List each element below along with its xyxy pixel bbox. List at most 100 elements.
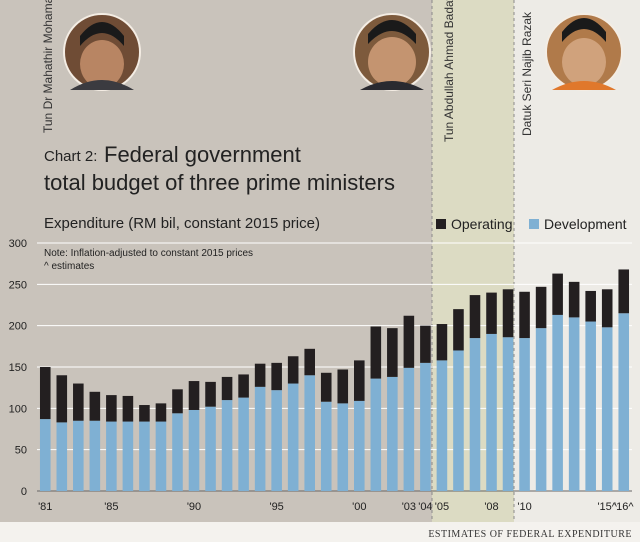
chart-title-line1: Federal government [104, 142, 301, 167]
legend-swatch-operating [436, 219, 446, 229]
bar-development-2013 [568, 317, 580, 491]
bar-development-1994 [254, 386, 266, 491]
y-tick-label: 200 [9, 321, 27, 333]
bar-development-2000 [354, 400, 365, 491]
bar-development-2014 [585, 321, 596, 491]
note-inflation: Note: Inflation-adjusted to constant 201… [44, 248, 253, 259]
bar-development-1988 [155, 421, 167, 491]
bar-development-2015 [601, 327, 613, 491]
bar-operating-2004 [420, 325, 431, 363]
bar-development-1995 [271, 390, 282, 491]
x-tick-label: '08 [484, 501, 498, 513]
bar-operating-1982 [56, 375, 68, 423]
bar-development-2004 [420, 362, 431, 491]
bar-development-1983 [73, 420, 84, 491]
x-tick-label: '81 [38, 501, 52, 513]
bar-operating-2009 [502, 289, 514, 338]
bar-operating-2011 [535, 286, 547, 329]
bar-development-1999 [337, 403, 349, 491]
x-tick-label: '10 [517, 501, 531, 513]
bar-operating-2013 [568, 281, 580, 318]
y-tick-label: 250 [9, 279, 27, 291]
bar-development-1993 [238, 397, 249, 491]
bar-development-1991 [205, 406, 216, 491]
y-tick-label: 150 [9, 362, 27, 374]
bar-development-2006 [453, 350, 464, 491]
bar-development-1986 [122, 421, 134, 491]
x-tick-label: '03 [402, 501, 416, 513]
bar-operating-1985 [106, 395, 117, 422]
bar-operating-1987 [139, 405, 150, 422]
bar-operating-1991 [205, 381, 216, 407]
chart-subtitle: Expenditure (RM bil, constant 2015 price… [44, 215, 320, 232]
bar-development-1998 [320, 401, 332, 491]
bar-development-2009 [502, 337, 514, 491]
minister-name-mahathir: Tun Dr Mahathir Mohamad [41, 0, 55, 133]
bar-operating-2002 [387, 328, 398, 377]
portrait-najib [545, 13, 623, 91]
bar-operating-1983 [73, 383, 84, 421]
x-tick-label: '15^ [597, 501, 617, 513]
chart-label: Chart 2: [44, 148, 97, 165]
bar-development-1996 [287, 383, 299, 491]
portrait-abdullah [353, 13, 431, 91]
bar-operating-2012 [552, 273, 563, 315]
chart-title-line2: total budget of three prime ministers [44, 170, 395, 195]
bar-development-1984 [89, 420, 101, 491]
note-estimates: ^ estimates [44, 261, 94, 272]
bar-operating-2010 [519, 291, 530, 339]
bar-development-1992 [221, 400, 233, 491]
bar-operating-2003 [403, 315, 415, 368]
bar-development-2002 [387, 376, 398, 491]
bar-operating-2007 [469, 295, 481, 339]
source-text: ESTIMATES OF FEDERAL EXPENDITURE [428, 529, 632, 540]
bar-operating-2006 [453, 309, 464, 351]
bar-operating-1990 [188, 381, 200, 410]
y-tick-label: 300 [9, 238, 27, 250]
bar-operating-1986 [122, 395, 134, 422]
bar-operating-2015 [601, 289, 613, 328]
y-tick-label: 0 [21, 486, 27, 498]
bar-development-2001 [370, 378, 382, 491]
minister-name-abdullah: Tun Abdullah Ahmad Badawi [442, 0, 456, 142]
bar-operating-2005 [436, 324, 448, 361]
bar-operating-2000 [354, 360, 365, 401]
bar-development-1990 [188, 409, 200, 491]
portrait-mahathir [63, 13, 141, 91]
bar-development-1981 [39, 419, 51, 491]
bar-operating-1984 [89, 391, 101, 421]
bar-operating-1994 [254, 363, 266, 387]
bar-operating-1999 [337, 369, 349, 404]
bar-development-2005 [436, 360, 448, 491]
bar-development-1982 [56, 422, 68, 491]
bar-operating-2014 [585, 290, 596, 322]
bar-development-2010 [519, 338, 530, 491]
x-tick-label: '16^ [614, 501, 634, 513]
bar-operating-2008 [486, 292, 497, 334]
bar-operating-1992 [221, 376, 233, 401]
bar-operating-2001 [370, 326, 382, 379]
bar-development-1985 [106, 421, 117, 491]
bar-development-2011 [535, 328, 547, 491]
y-tick-label: 100 [9, 403, 27, 415]
bar-development-1987 [139, 421, 150, 491]
legend-label-development: Development [544, 216, 627, 232]
bar-development-2016 [618, 313, 630, 491]
bar-operating-1997 [304, 348, 315, 376]
bar-development-1989 [172, 413, 183, 491]
bar-operating-1981 [39, 367, 51, 420]
bar-operating-1996 [287, 356, 299, 384]
bar-development-2003 [403, 367, 415, 491]
legend-swatch-development [529, 219, 539, 229]
bar-development-2007 [469, 338, 481, 491]
x-tick-label: '04 [418, 501, 432, 513]
x-tick-label: '90 [187, 501, 201, 513]
bar-development-1997 [304, 375, 315, 491]
x-tick-label: '05 [435, 501, 449, 513]
y-tick-label: 50 [15, 445, 27, 457]
source-bar [0, 522, 640, 542]
bar-operating-1988 [155, 403, 167, 422]
x-tick-label: '95 [269, 501, 283, 513]
